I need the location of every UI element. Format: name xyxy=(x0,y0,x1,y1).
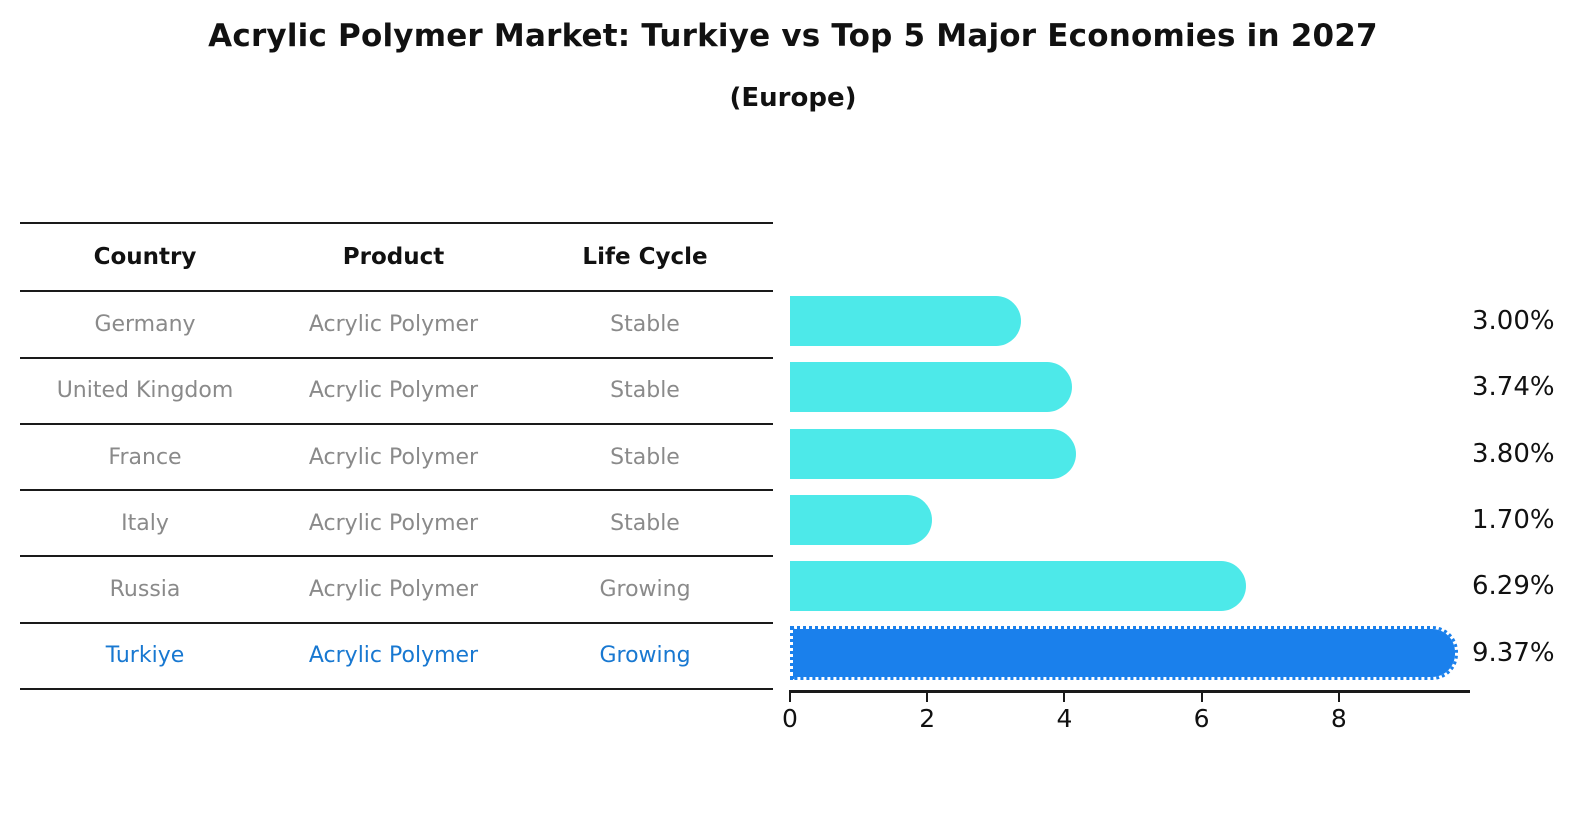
x-tick xyxy=(926,693,929,702)
x-axis-line xyxy=(789,690,1470,693)
x-tick-label: 2 xyxy=(919,704,936,733)
bar-italy xyxy=(790,495,932,546)
chart-title: Acrylic Polymer Market: Turkiye vs Top 5… xyxy=(208,18,1378,54)
value-label: 6.29% xyxy=(1472,571,1555,602)
column-header-product: Product xyxy=(342,244,445,271)
x-tick xyxy=(1200,693,1203,702)
table-header-row: Country Product Life Cycle xyxy=(20,224,773,290)
column-header-country: Country xyxy=(93,244,197,271)
table-body: Germany Acrylic Polymer Stable United Ki… xyxy=(20,290,773,688)
cell-life-cycle: Stable xyxy=(610,311,680,337)
cell-country: Turkiye xyxy=(105,643,185,669)
value-label: 3.00% xyxy=(1472,306,1555,337)
data-table: Country Product Life Cycle Germany Acryl… xyxy=(20,222,773,691)
cell-country: Germany xyxy=(94,311,196,337)
cell-life-cycle: Stable xyxy=(610,510,680,536)
x-tick-label: 6 xyxy=(1193,704,1210,733)
bar-germany xyxy=(790,296,1021,347)
table-row: Russia Acrylic Polymer Growing xyxy=(20,555,773,621)
value-label: 3.74% xyxy=(1472,372,1555,403)
bar-plot-area xyxy=(790,288,1480,686)
x-tick xyxy=(1063,693,1066,702)
value-label: 3.80% xyxy=(1472,438,1555,469)
value-label-column: 3.00% 3.74% 3.80% 1.70% 6.29% 9.37% xyxy=(1472,288,1584,686)
cell-product: Acrylic Polymer xyxy=(308,577,479,603)
value-label: 1.70% xyxy=(1472,505,1555,536)
cell-life-cycle: Stable xyxy=(610,378,680,404)
bar-turkiye xyxy=(790,625,1458,680)
cell-product: Acrylic Polymer xyxy=(308,643,479,669)
x-tick-label: 4 xyxy=(1056,704,1073,733)
cell-life-cycle: Growing xyxy=(599,643,691,669)
x-tick xyxy=(1337,693,1340,702)
bar-united-kingdom xyxy=(790,362,1072,413)
column-header-life-cycle: Life Cycle xyxy=(582,244,708,271)
table-row: Italy Acrylic Polymer Stable xyxy=(20,489,773,555)
cell-country: Italy xyxy=(121,510,169,536)
bar-france xyxy=(790,428,1076,479)
table-row: France Acrylic Polymer Stable xyxy=(20,422,773,489)
cell-product: Acrylic Polymer xyxy=(308,444,479,470)
cell-country: France xyxy=(108,444,182,470)
table-row: Turkiye Acrylic Polymer Growing xyxy=(20,621,773,688)
cell-country: United Kingdom xyxy=(56,378,234,404)
x-tick-label: 0 xyxy=(782,704,798,733)
bar-russia xyxy=(790,561,1246,612)
x-tick-label: 8 xyxy=(1330,704,1347,733)
cell-product: Acrylic Polymer xyxy=(308,311,479,337)
cell-life-cycle: Growing xyxy=(599,577,691,603)
value-label: 9.37% xyxy=(1472,637,1555,668)
cell-life-cycle: Stable xyxy=(610,444,680,470)
cell-country: Russia xyxy=(109,577,181,603)
cell-product: Acrylic Polymer xyxy=(308,378,479,404)
table-row: United Kingdom Acrylic Polymer Stable xyxy=(20,356,773,423)
x-tick xyxy=(789,693,791,702)
cell-product: Acrylic Polymer xyxy=(308,510,479,536)
table-row: Germany Acrylic Polymer Stable xyxy=(20,290,773,356)
chart-subtitle: (Europe) xyxy=(729,83,857,113)
